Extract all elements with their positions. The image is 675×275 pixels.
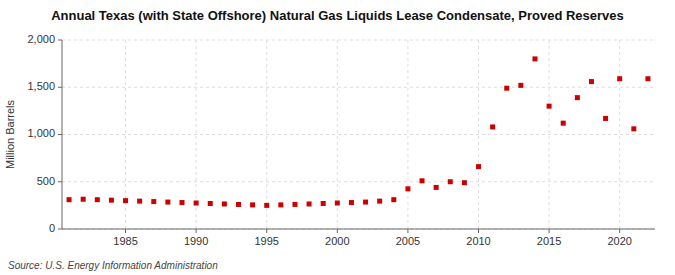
x-grid-line xyxy=(549,40,550,229)
point xyxy=(250,202,255,207)
point xyxy=(137,199,142,204)
point xyxy=(165,200,170,205)
x-tick xyxy=(478,229,479,233)
x-tick-label: 2005 xyxy=(396,235,420,247)
point xyxy=(561,121,566,126)
x-tick xyxy=(619,229,620,233)
grid xyxy=(62,40,655,229)
y-tick xyxy=(58,87,62,88)
x-tick xyxy=(337,229,338,233)
point xyxy=(377,199,382,204)
point xyxy=(589,79,594,84)
y-tick xyxy=(58,40,62,41)
chart: 0 500 1,000 1,500 2,000 1985 1990 1995 2000 2005 2… xyxy=(0,0,675,275)
y-tick-label: 2,000 xyxy=(27,33,55,45)
x-axis-line xyxy=(62,229,655,230)
point xyxy=(180,200,185,205)
point xyxy=(151,199,156,204)
y-tick-label: 500 xyxy=(37,175,55,187)
y-tick-label: 1,500 xyxy=(27,80,55,92)
x-tick xyxy=(125,229,126,233)
point xyxy=(462,180,467,185)
point xyxy=(109,198,114,203)
annotation: Source: U.S. Energy Information Administ… xyxy=(8,260,218,271)
point xyxy=(335,201,340,206)
point xyxy=(645,76,650,81)
point xyxy=(363,200,368,205)
x-grid-line xyxy=(407,40,408,229)
point xyxy=(278,202,283,207)
point xyxy=(532,56,537,61)
point xyxy=(194,201,199,206)
point xyxy=(222,201,227,206)
y-grid-line xyxy=(62,181,655,182)
x-grid-line xyxy=(619,40,620,229)
x-tick-label: 1995 xyxy=(254,235,278,247)
point xyxy=(603,116,608,121)
point xyxy=(349,200,354,205)
y-tick xyxy=(58,134,62,135)
point xyxy=(504,86,509,91)
title: Annual Texas (with State Offshore) Natur… xyxy=(51,8,624,23)
point xyxy=(67,197,72,202)
point xyxy=(405,186,410,191)
point xyxy=(518,83,523,88)
x-tick-label: 1985 xyxy=(113,235,137,247)
x-tick xyxy=(196,229,197,233)
y-grid-line xyxy=(62,40,655,41)
y-axis-line xyxy=(62,40,63,229)
point xyxy=(448,179,453,184)
point xyxy=(208,201,213,206)
x-tick xyxy=(407,229,408,233)
point xyxy=(631,126,636,131)
point xyxy=(476,164,481,169)
point xyxy=(617,76,622,81)
x-tick-label: 2000 xyxy=(325,235,349,247)
x-tick-label: 2010 xyxy=(466,235,490,247)
point xyxy=(547,104,552,109)
x-tick xyxy=(266,229,267,233)
points xyxy=(67,56,651,207)
point xyxy=(307,201,312,206)
y-axis-label: Million Barrels xyxy=(4,99,16,169)
y-tick xyxy=(58,229,62,230)
y-grid-line xyxy=(62,134,655,135)
point xyxy=(95,197,100,202)
point xyxy=(264,203,269,208)
y-grid-line xyxy=(62,87,655,88)
point xyxy=(123,198,128,203)
point xyxy=(575,95,580,100)
x-tick-label: 1990 xyxy=(184,235,208,247)
x-tick-label: 2015 xyxy=(537,235,561,247)
x-tick xyxy=(549,229,550,233)
point xyxy=(236,202,241,207)
y-grid-line xyxy=(62,229,655,230)
point xyxy=(391,197,396,202)
y-tick xyxy=(58,181,62,182)
axes: 0 500 1,000 1,500 2,000 1985 1990 1995 2000 2005 2… xyxy=(27,33,655,247)
point xyxy=(490,124,495,129)
point xyxy=(321,201,326,206)
point xyxy=(81,197,86,202)
y-tick-label: 1,000 xyxy=(27,127,55,139)
x-grid-line xyxy=(266,40,267,229)
point xyxy=(434,185,439,190)
point xyxy=(292,202,297,207)
point xyxy=(420,178,425,183)
y-tick-label: 0 xyxy=(49,222,55,234)
x-grid-line xyxy=(478,40,479,229)
x-tick-label: 2020 xyxy=(607,235,631,247)
